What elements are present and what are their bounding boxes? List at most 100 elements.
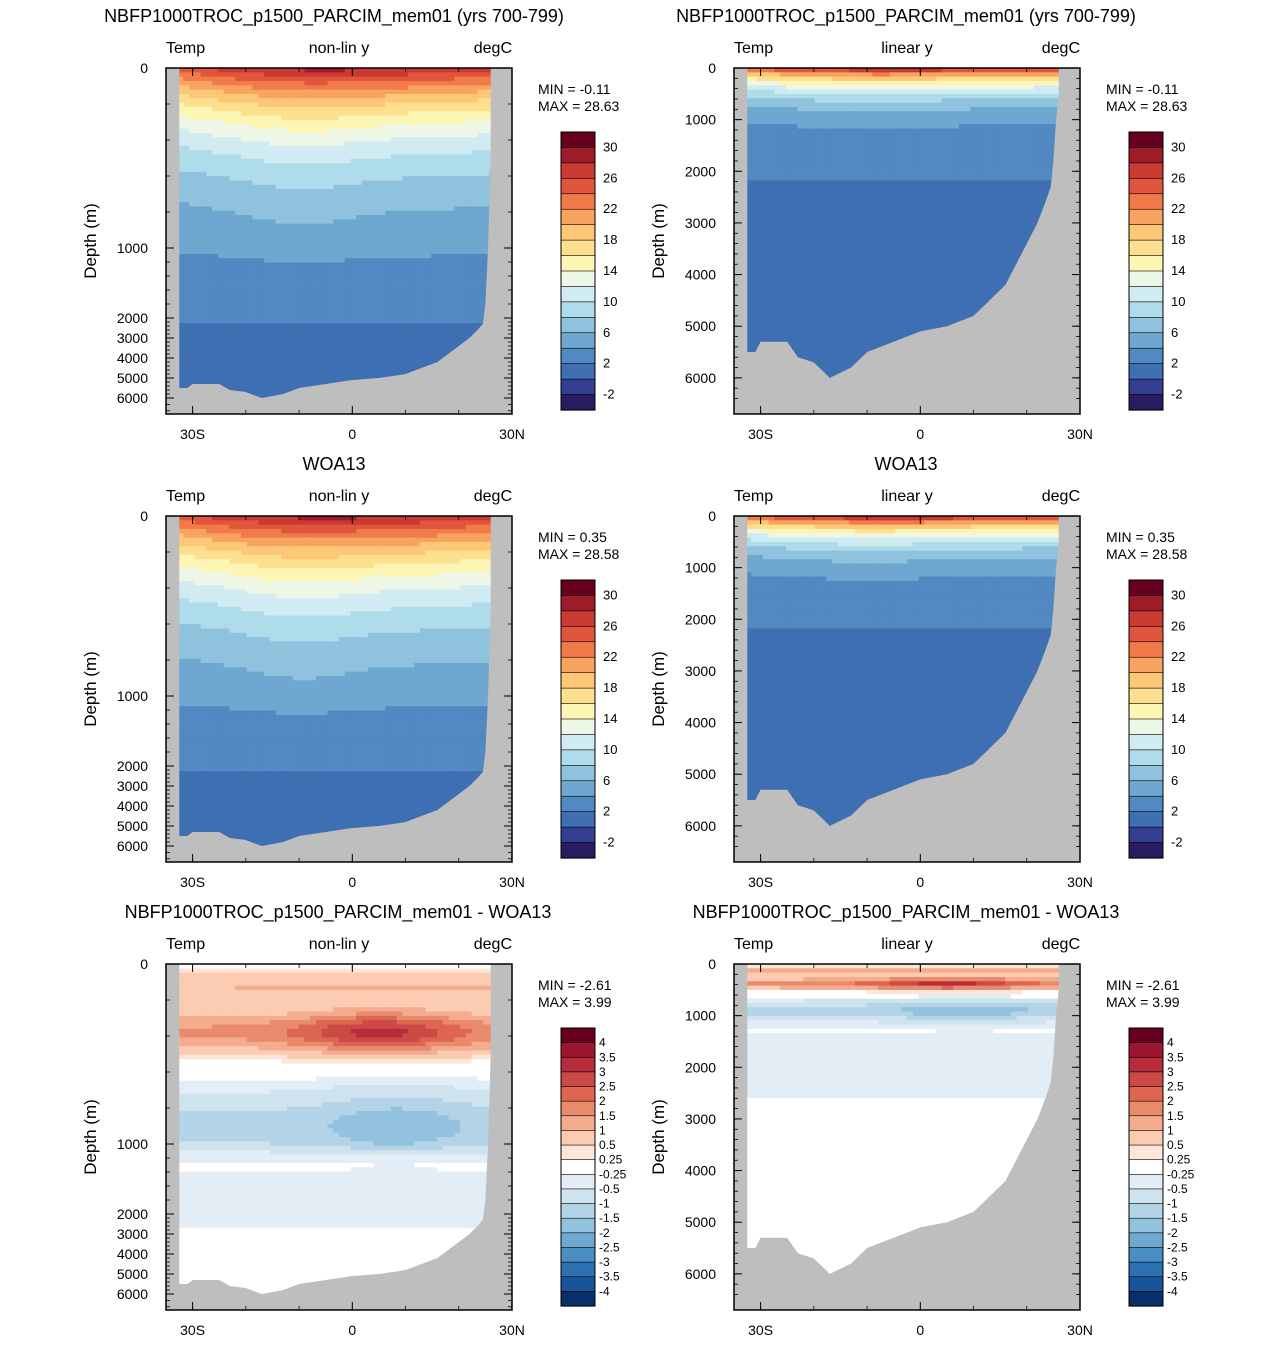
- contour-cell: [270, 241, 276, 246]
- contour-cell: [402, 81, 408, 86]
- contour-cell: [253, 107, 259, 112]
- contour-cell: [379, 72, 385, 77]
- contour-cell: [443, 90, 449, 95]
- contour-cell: [201, 142, 207, 147]
- contour-cell: [310, 224, 316, 229]
- contour-cell: [426, 116, 432, 121]
- contour-cell: [189, 228, 195, 233]
- contour-cell: [293, 353, 299, 358]
- contour-cell: [293, 72, 299, 77]
- contour-cell: [379, 193, 385, 198]
- contour-cell: [333, 202, 339, 207]
- contour-cell: [402, 284, 408, 289]
- contour-cell: [310, 271, 316, 276]
- contour-cell: [356, 172, 362, 177]
- contour-cell: [276, 116, 282, 121]
- contour-cell: [201, 124, 207, 129]
- contour-cell: [241, 336, 247, 341]
- contour-cell: [385, 219, 391, 224]
- contour-cell: [426, 90, 432, 95]
- contour-cell: [356, 116, 362, 121]
- contour-cell: [287, 142, 293, 147]
- contour-cell: [345, 267, 351, 272]
- contour-cell: [258, 332, 264, 337]
- contour-cell: [379, 133, 385, 138]
- contour-cell: [426, 163, 432, 168]
- contour-cell: [299, 77, 305, 82]
- contour-cell: [281, 172, 287, 177]
- contour-cell: [247, 81, 253, 86]
- contour-cell: [247, 94, 253, 99]
- contour-cell: [253, 215, 259, 220]
- contour-cell: [218, 159, 224, 164]
- contour-cell: [206, 271, 212, 276]
- contour-cell: [253, 94, 259, 99]
- contour-cell: [195, 116, 201, 121]
- contour-cell: [333, 315, 339, 320]
- contour-cell: [253, 129, 259, 134]
- contour-cell: [402, 193, 408, 198]
- contour-cell: [183, 366, 189, 371]
- panel-title: WOA13: [874, 454, 937, 474]
- contour-cell: [460, 250, 466, 255]
- contour-cell: [270, 133, 276, 138]
- contour-cell: [258, 211, 264, 216]
- contour-cell: [206, 306, 212, 311]
- contour-cell: [235, 120, 241, 125]
- contour-cell: [322, 90, 328, 95]
- contour-cell: [402, 323, 408, 328]
- contour-cell: [374, 284, 380, 289]
- contour-cell: [368, 332, 374, 337]
- contour-cell: [420, 237, 426, 242]
- contour-cell: [310, 349, 316, 354]
- contour-cell: [374, 306, 380, 311]
- contour-cell: [333, 219, 339, 224]
- contour-cell: [189, 319, 195, 324]
- contour-cell: [374, 366, 380, 371]
- contour-cell: [287, 384, 293, 389]
- contour-cell: [420, 345, 426, 350]
- contour-cell: [310, 120, 316, 125]
- contour-cell: [385, 150, 391, 155]
- contour-cell: [189, 180, 195, 185]
- contour-cell: [402, 111, 408, 116]
- contour-cell: [258, 202, 264, 207]
- contour-cell: [212, 297, 218, 302]
- contour-cell: [316, 163, 322, 168]
- contour-cell: [235, 271, 241, 276]
- contour-cell: [310, 250, 316, 255]
- contour-cell: [247, 332, 253, 337]
- contour-cell: [229, 167, 235, 172]
- contour-cell: [276, 276, 282, 281]
- contour-cell: [218, 163, 224, 168]
- contour-cell: [299, 133, 305, 138]
- contour-cell: [368, 224, 374, 229]
- contour-cell: [293, 159, 299, 164]
- contour-cell: [264, 379, 270, 384]
- contour-cell: [253, 137, 259, 142]
- contour-cell: [276, 254, 282, 259]
- contour-cell: [397, 319, 403, 324]
- contour-cell: [333, 167, 339, 172]
- contour-cell: [206, 163, 212, 168]
- y-tick-label: 1000: [117, 240, 148, 256]
- contour-cell: [195, 198, 201, 203]
- contour-cell: [299, 323, 305, 328]
- contour-cell: [201, 219, 207, 224]
- contour-cell: [345, 176, 351, 181]
- contour-cell: [241, 349, 247, 354]
- contour-cell: [316, 379, 322, 384]
- contour-cell: [454, 254, 460, 259]
- contour-cell: [218, 211, 224, 216]
- contour-cell: [431, 185, 437, 190]
- contour-cell: [189, 155, 195, 160]
- contour-cell: [472, 85, 478, 90]
- contour-cell: [316, 111, 322, 116]
- contour-cell: [408, 345, 414, 350]
- contour-cell: [310, 116, 316, 121]
- contour-cell: [287, 77, 293, 82]
- contour-cell: [379, 332, 385, 337]
- contour-cell: [310, 172, 316, 177]
- contour-cell: [264, 103, 270, 108]
- contour-cell: [339, 254, 345, 259]
